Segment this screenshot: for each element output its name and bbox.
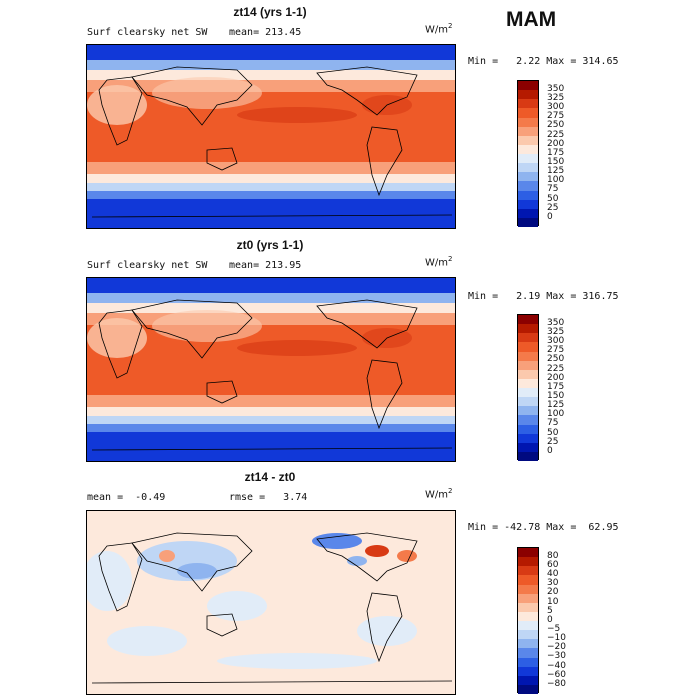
panel-3-mean: mean = -0.49	[87, 492, 166, 503]
colorbar-tick: 25	[547, 203, 559, 213]
panel-3-units: W/m2	[425, 487, 453, 501]
colorbar-tick: 10	[547, 597, 559, 607]
colorbar-tick: 50	[547, 194, 559, 204]
panel-2-colorbar-labels: 350 325 300 275 250 225 200 175 150 125 …	[547, 314, 587, 460]
panel-3-range: Min = -42.78 Max = 62.95	[468, 522, 619, 533]
colorbar-tick: 60	[547, 560, 559, 570]
colorbar-tick: 225	[547, 130, 565, 140]
colorbar-tick: 0	[547, 446, 553, 456]
panel-1-variable: Surf clearsky net SW	[87, 27, 208, 38]
colorbar-tick: 150	[547, 391, 565, 401]
panel-2-range: Min = 2.19 Max = 316.75	[468, 291, 619, 302]
colorbar-tick: 80	[547, 551, 559, 561]
colorbar-tick: 200	[547, 373, 565, 383]
colorbar-tick: 5	[547, 606, 553, 616]
panel-2-mean: mean= 213.95	[229, 260, 302, 271]
colorbar-tick: 300	[547, 336, 565, 346]
colorbar-tick: 275	[547, 111, 565, 121]
colorbar-tick: 100	[547, 409, 565, 419]
panel-3-map	[86, 510, 456, 695]
colorbar-tick: 50	[547, 428, 559, 438]
colorbar-tick: 200	[547, 139, 565, 149]
panel-3-title: zt14 - zt0	[244, 470, 296, 484]
colorbar-tick: −5	[547, 624, 561, 634]
colorbar-tick: −30	[547, 651, 566, 661]
colorbar-tick: 100	[547, 175, 565, 185]
panel-3-rmse: rmse = 3.74	[229, 492, 308, 503]
colorbar-tick: 75	[547, 184, 559, 194]
colorbar-tick: 20	[547, 587, 559, 597]
colorbar-tick: 175	[547, 148, 565, 158]
colorbar-tick: 325	[547, 93, 565, 103]
colorbar-tick: −80	[547, 679, 566, 689]
colorbar-tick: −10	[547, 633, 566, 643]
panel-3-colorbar-labels: 80 60 40 30 20 10 5 0 −5 −10 −20 −30 −40…	[547, 547, 587, 693]
panel-1-map	[86, 44, 456, 229]
panel-2-map	[86, 277, 456, 462]
colorbar-tick: 25	[547, 437, 559, 447]
colorbar-tick: 0	[547, 212, 553, 222]
panel-2-title: zt0 (yrs 1-1)	[236, 238, 304, 252]
colorbar-tick: 225	[547, 364, 565, 374]
colorbar-tick: −60	[547, 670, 566, 680]
colorbar-tick: 250	[547, 354, 565, 364]
panel-1-range: Min = 2.22 Max = 314.65	[468, 56, 619, 67]
panel-1-title: zt14 (yrs 1-1)	[233, 5, 307, 19]
colorbar-tick: −40	[547, 661, 566, 671]
colorbar-tick: 125	[547, 166, 565, 176]
panel-3-colorbar	[517, 547, 539, 694]
colorbar-tick: 40	[547, 569, 559, 579]
colorbar-tick: 275	[547, 345, 565, 355]
panel-2-units: W/m2	[425, 255, 453, 269]
panel-2-colorbar	[517, 314, 539, 461]
colorbar-tick: 350	[547, 318, 565, 328]
colorbar-tick: 150	[547, 157, 565, 167]
colorbar-tick: 75	[547, 418, 559, 428]
colorbar-tick: 325	[547, 327, 565, 337]
panel-1-colorbar	[517, 80, 539, 227]
panel-1-mean: mean= 213.45	[229, 27, 302, 38]
panel-2-variable: Surf clearsky net SW	[87, 260, 208, 271]
colorbar-tick: 250	[547, 120, 565, 130]
colorbar-tick: 30	[547, 578, 559, 588]
panel-1-colorbar-labels: 350 325 300 275 250 225 200 175 150 125 …	[547, 80, 587, 226]
season-label: MAM	[506, 8, 557, 31]
colorbar-tick: −20	[547, 642, 566, 652]
colorbar-tick: 0	[547, 615, 553, 625]
colorbar-tick: 125	[547, 400, 565, 410]
colorbar-tick: 300	[547, 102, 565, 112]
colorbar-tick: 350	[547, 84, 565, 94]
colorbar-tick: 175	[547, 382, 565, 392]
panel-1-units: W/m2	[425, 22, 453, 36]
